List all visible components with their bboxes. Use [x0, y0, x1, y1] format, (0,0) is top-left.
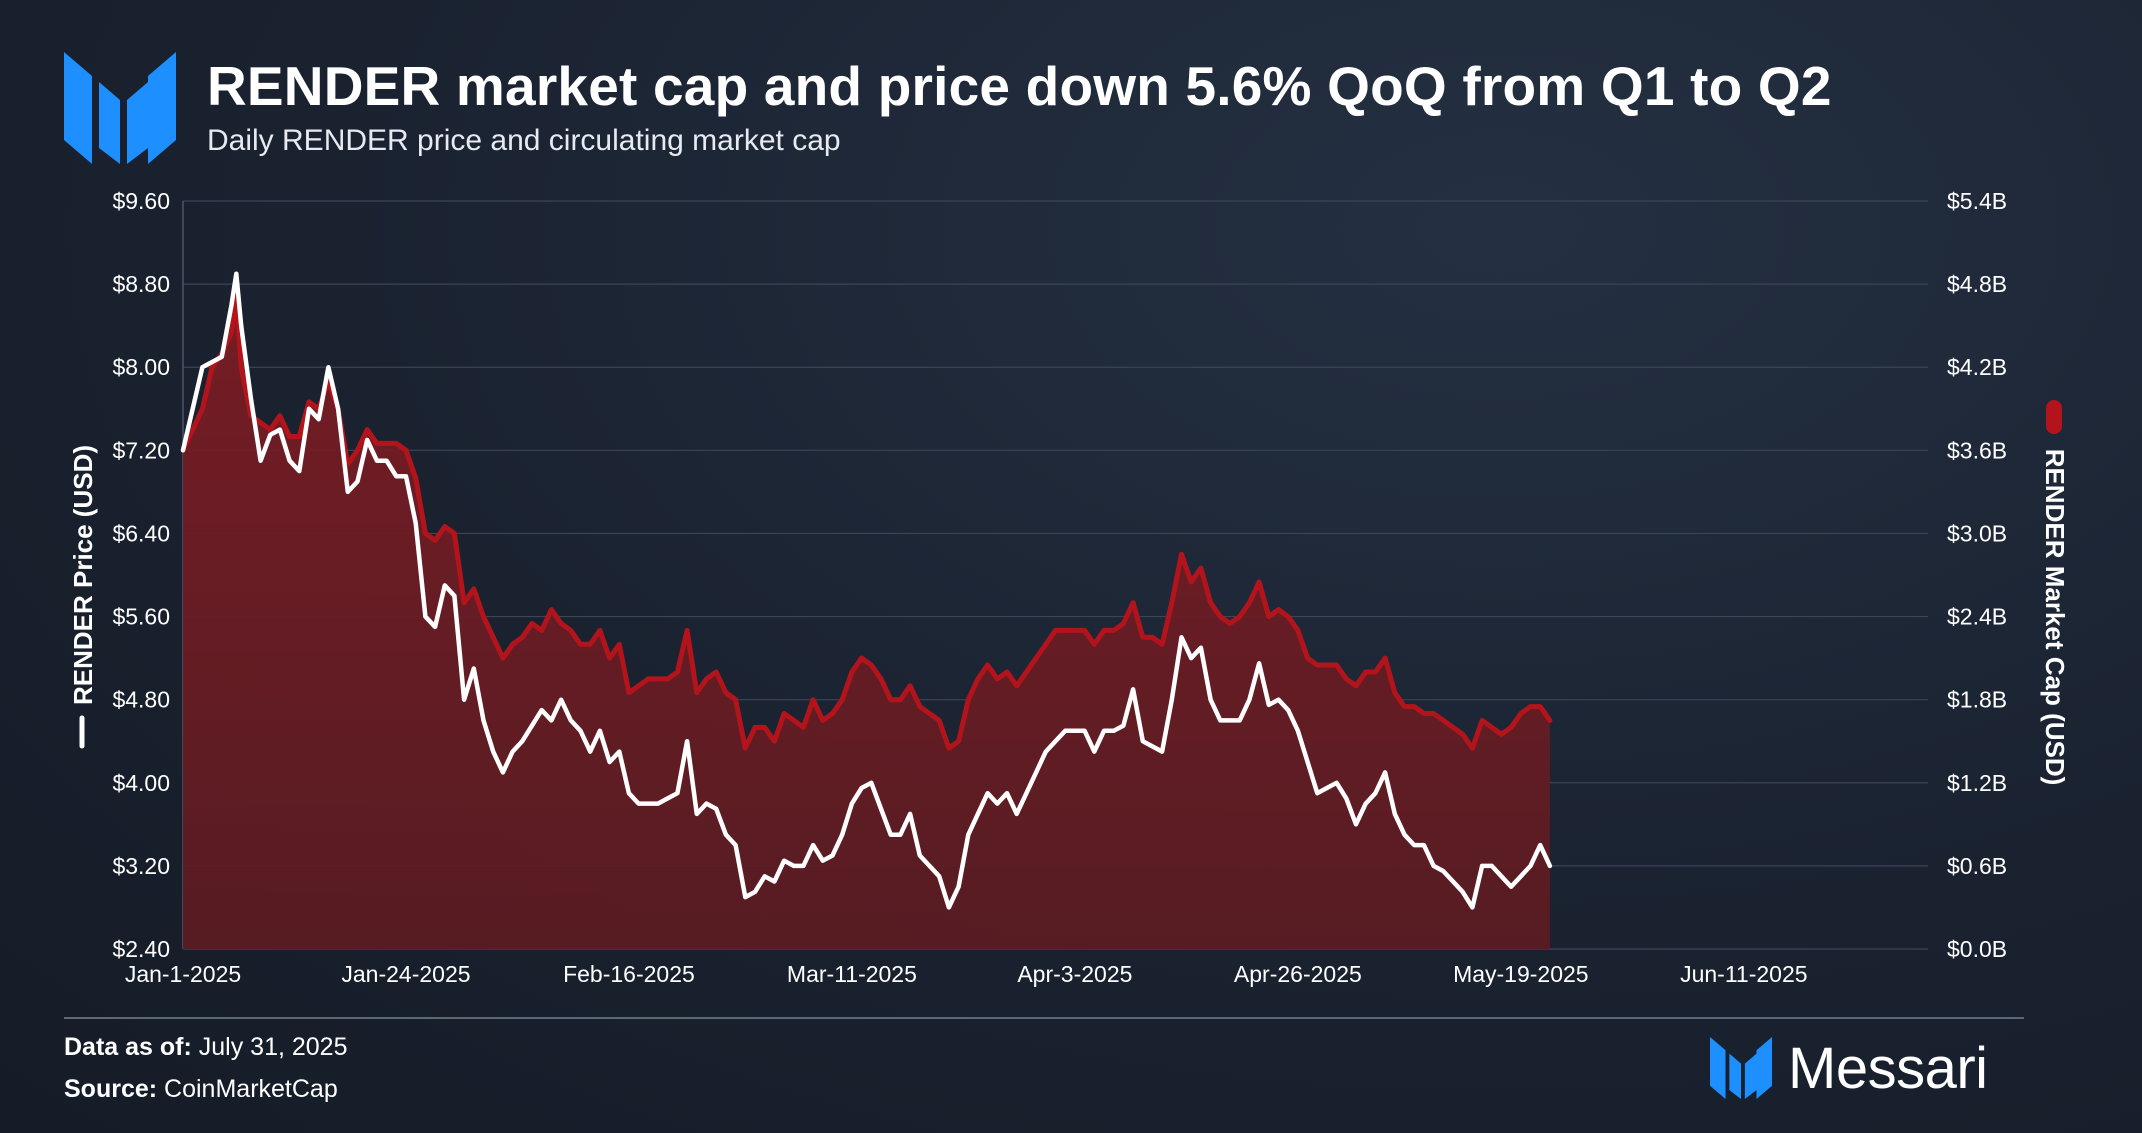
market-cap-area [183, 298, 1550, 949]
legend-market-cap-label: RENDER Market Cap (USD) [2040, 449, 2070, 786]
data-as-of: Data as of: July 31, 2025 [64, 1033, 347, 1062]
y-left-tick-label: $6.40 [112, 520, 170, 546]
source-label: Source: [64, 1075, 158, 1103]
legend-price-label: RENDER Price (USD) [68, 445, 98, 705]
y-left-tick-label: $8.80 [112, 271, 170, 297]
y-right-tick-label: $4.8B [1947, 271, 2007, 297]
y-left-tick-label: $4.80 [112, 687, 170, 713]
x-tick-label: Mar-11-2025 [787, 961, 917, 987]
y-right-tick-label: $5.4B [1947, 188, 2007, 214]
y-right-tick-label: $2.4B [1947, 604, 2007, 630]
y-right-tick-label: $1.8B [1947, 687, 2007, 713]
messari-brand-icon [1710, 1037, 1772, 1099]
y-left-tick-label: $7.20 [112, 437, 170, 463]
y-left-tick-label: $4.00 [112, 770, 170, 796]
price-line [180, 271, 1553, 910]
y-left-tick-label: $3.20 [112, 853, 170, 879]
x-tick-label: Jun-11-2025 [1680, 961, 1807, 987]
y-left-tick-label: $5.60 [112, 604, 170, 630]
y-left-tick-label: $8.00 [112, 354, 170, 380]
x-tick-label: Feb-16-2025 [563, 961, 695, 987]
brand-logo: Messari [1710, 1035, 1988, 1101]
y-right-tick-label: $0.6B [1947, 853, 2007, 879]
brand-name: Messari [1788, 1035, 1988, 1101]
messari-logo-icon [64, 52, 176, 164]
data-as-of-label: Data as of: [64, 1033, 192, 1061]
page-title: RENDER market cap and price down 5.6% Qo… [207, 55, 1832, 117]
y-right-tick-label: $3.0B [1947, 520, 2007, 546]
chart: $9.60 $5.4B $8.80 $4.8B $8.00 $4.2B $7.20 $3.6B… [68, 188, 2070, 987]
page-subtitle: Daily RENDER price and circulating marke… [207, 124, 841, 157]
market-cap-line [180, 295, 1553, 751]
y-right-tick-label: $4.2B [1947, 354, 2007, 380]
footer-divider [64, 1017, 2024, 1019]
legend-market-cap-swatch [2046, 400, 2062, 434]
y-left-tick-label: $2.40 [112, 936, 170, 962]
source: Source: CoinMarketCap [64, 1075, 338, 1104]
y-right-tick-label: $1.2B [1947, 770, 2007, 796]
x-tick-label: Jan-1-2025 [125, 961, 241, 987]
x-tick-label: Apr-3-2025 [1017, 961, 1132, 987]
x-tick-label: Jan-24-2025 [341, 961, 470, 987]
data-as-of-value: July 31, 2025 [198, 1033, 348, 1061]
x-tick-label: May-19-2025 [1453, 961, 1589, 987]
y-right-tick-label: $3.6B [1947, 437, 2007, 463]
source-value: CoinMarketCap [164, 1075, 338, 1103]
y-left-tick-label: $9.60 [112, 188, 170, 214]
x-tick-label: Apr-26-2025 [1234, 961, 1362, 987]
y-right-tick-label: $0.0B [1947, 936, 2007, 962]
